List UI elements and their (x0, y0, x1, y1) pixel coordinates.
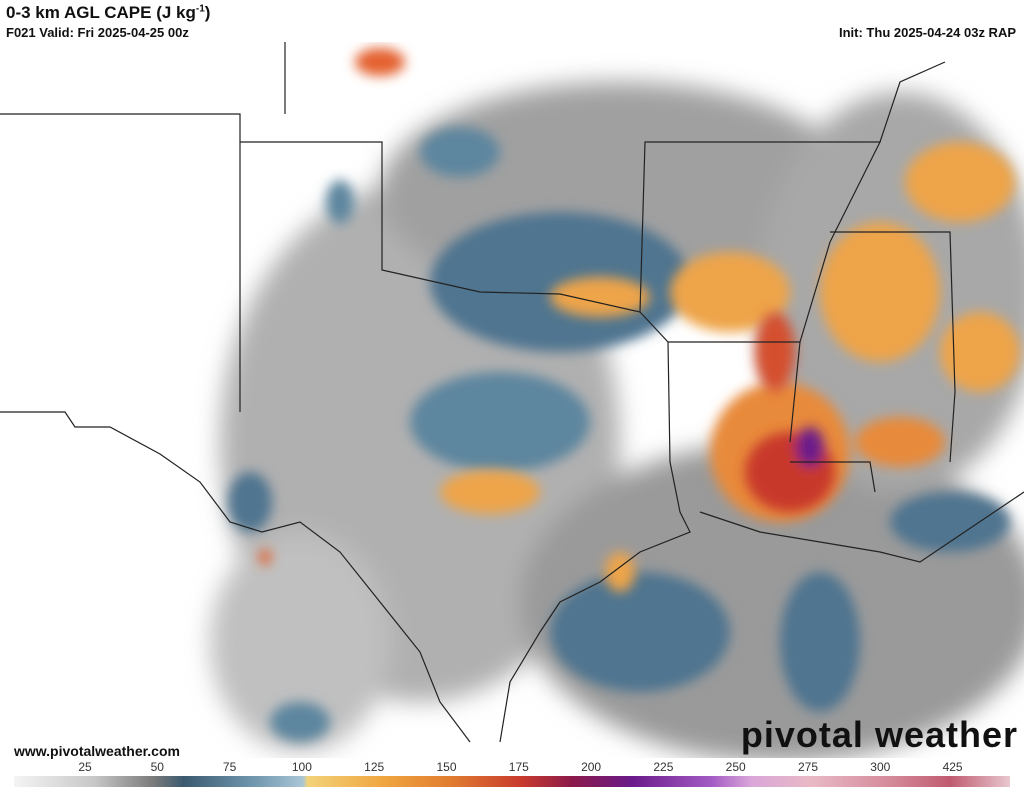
colorbar-label: 225 (653, 760, 674, 774)
colorbar (14, 776, 1010, 787)
init-time: Init: Thu 2025-04-24 03z RAP (839, 25, 1016, 40)
colorbar-label: 100 (291, 760, 312, 774)
title-text: 0-3 km AGL CAPE (J kg (6, 3, 196, 22)
colorbar-label: 250 (725, 760, 746, 774)
colorbar-label: 150 (436, 760, 457, 774)
colorbar-label: 300 (870, 760, 891, 774)
field-red (259, 312, 835, 565)
colorbar-label: 425 (942, 760, 963, 774)
colorbar-label: 75 (222, 760, 237, 774)
title-superscript: -1 (195, 3, 205, 15)
colorbar-label: 25 (78, 760, 92, 774)
field-blue (228, 127, 1010, 742)
valid-time: F021 Valid: Fri 2025-04-25 00z (6, 25, 189, 40)
colorbar-labels: 25 50 75 100 125 150 175 200 225 250 275 300 425 (0, 760, 1024, 774)
colorbar-label: 125 (364, 760, 385, 774)
borders (0, 42, 1024, 743)
site-url: www.pivotalweather.com (14, 743, 180, 759)
logo: pivotal weather (740, 714, 1018, 755)
colorbar-label: 275 (797, 760, 819, 774)
colorbar-label: 200 (581, 760, 602, 774)
title-close: ) (204, 3, 211, 22)
colorbar-label: 50 (150, 760, 164, 774)
colorbar-label: 175 (508, 760, 529, 774)
map (0, 42, 1024, 758)
map-title: 0-3 km AGL CAPE (J kg-1) (6, 3, 210, 23)
